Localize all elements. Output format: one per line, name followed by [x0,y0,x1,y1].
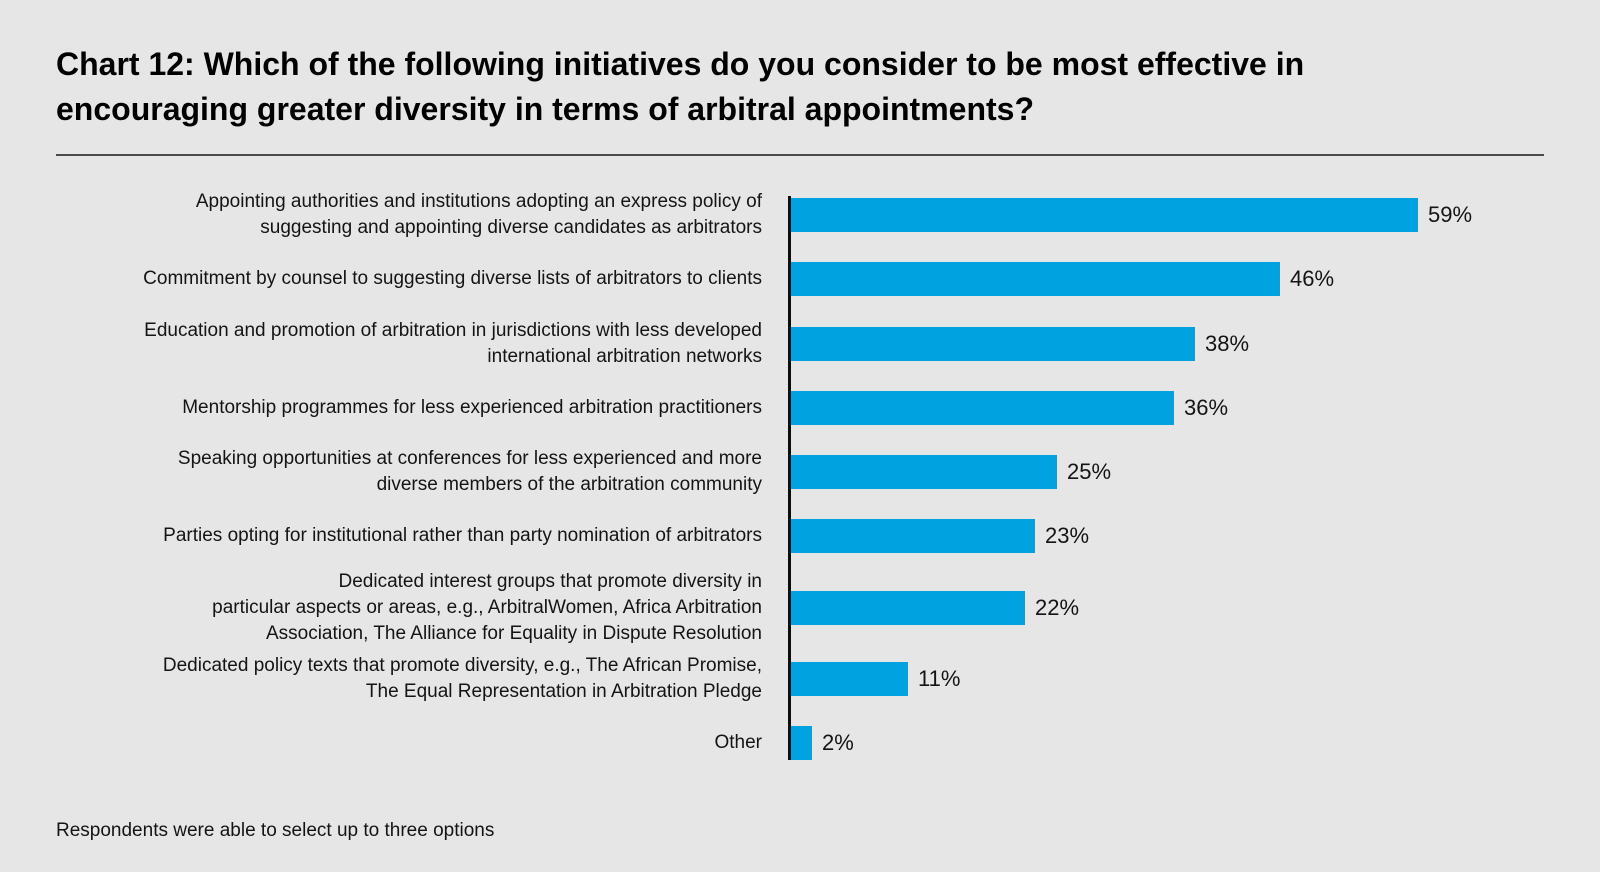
bar-track: 22% [788,590,1546,625]
bar [791,590,1025,625]
category-label: Dedicated policy texts that promote dive… [162,654,762,702]
bar-track: 59% [788,198,1546,233]
category-label: Education and promotion of arbitration i… [144,319,762,367]
bar-track: 23% [788,519,1546,554]
bar [791,661,908,696]
bar [791,390,1174,425]
bar-track: 25% [788,455,1546,490]
bar-track: 2% [788,725,1546,760]
bar-track: 11% [788,661,1546,696]
category-label: Speaking opportunities at conferences fo… [177,448,762,496]
bar [791,326,1195,361]
bar [791,198,1418,233]
bar-value-label: 2% [822,729,854,755]
bar-value-label: 36% [1184,394,1229,420]
category-label: Mentorship programmes for less experienc… [182,396,762,418]
bar-value-label: 25% [1067,459,1112,485]
chart-row: Mentorship programmes for less experienc… [56,376,1546,440]
bar-value-label: 11% [918,665,961,691]
bar [791,262,1280,297]
chart-row: Appointing authorities and institutions … [56,183,1546,247]
chart-title: Chart 12: Which of the following initiat… [56,46,1305,127]
category-label: Appointing authorities and institutions … [195,191,762,239]
chart-row: Speaking opportunities at conferences fo… [56,440,1546,504]
category-label: Dedicated interest groups that promote d… [212,570,762,644]
bar [791,725,812,760]
chart-row: Commitment by counsel to suggesting dive… [56,247,1546,311]
chart-row: Dedicated policy texts that promote dive… [56,647,1546,711]
category-label: Parties opting for institutional rather … [163,525,762,547]
bar-value-label: 59% [1428,202,1473,228]
bar-value-label: 46% [1290,266,1335,292]
chart-row: Parties opting for institutional rather … [56,504,1546,568]
chart-row: Education and promotion of arbitration i… [56,312,1546,376]
chart-row: Dedicated interest groups that promote d… [56,569,1546,647]
chart-row: Other 2% [56,711,1546,775]
bar-value-label: 23% [1045,523,1090,549]
category-label: Commitment by counsel to suggesting dive… [143,268,762,290]
bar-track: 36% [788,390,1546,425]
bar-value-label: 22% [1035,594,1080,620]
bar-chart: Appointing authorities and institutions … [56,183,1546,775]
bar-track: 38% [788,326,1546,361]
category-label: Other [714,731,762,753]
bar [791,455,1057,490]
bar-track: 46% [788,262,1546,297]
title-divider [56,154,1544,156]
y-axis-line [788,196,791,760]
bar-value-label: 38% [1205,330,1250,356]
chart-rows: Appointing authorities and institutions … [56,183,1546,775]
chart-footnote: Respondents were able to select up to th… [56,820,495,841]
bar [791,519,1035,554]
